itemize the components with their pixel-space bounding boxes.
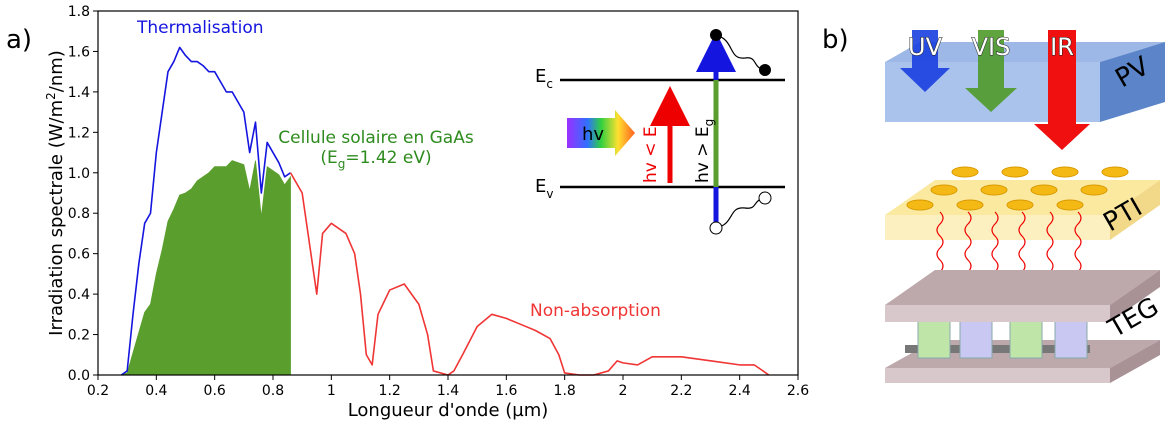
ec-part: E <box>535 66 546 87</box>
x-tick-label: 1.4 <box>437 383 459 399</box>
series-label: Non-absorption <box>530 301 661 321</box>
panel-label: a) <box>6 25 32 55</box>
y-label-sup: 2 <box>44 92 58 100</box>
gap-sub: g <box>338 157 346 171</box>
ec-sub: c <box>546 77 553 91</box>
vis-arrow <box>965 30 1017 112</box>
plot <box>120 46 770 376</box>
below-part: hv < E <box>641 126 661 183</box>
area <box>121 160 291 376</box>
pti-side <box>1110 180 1160 240</box>
hole <box>709 221 723 235</box>
ev-sub: v <box>546 187 553 201</box>
x-tick-label: 0.6 <box>204 383 226 399</box>
y-tick-label: 0.0 <box>68 368 90 384</box>
above-part: hv > E <box>693 126 713 183</box>
gap-part: =1.42 eV) <box>345 148 431 168</box>
photon-arrow <box>567 110 635 156</box>
device-diagram: PV UV VIS IR PTI <box>885 30 1165 383</box>
ir-arrow <box>1034 30 1090 150</box>
heat-waves <box>936 211 1082 290</box>
teg-top-top <box>885 270 1160 305</box>
relaxation <box>715 34 766 71</box>
teg-top-front <box>885 305 1110 322</box>
relaxation <box>715 197 766 229</box>
teg-legs <box>905 319 1090 359</box>
pv-top <box>885 42 1165 62</box>
y-tick-label: 0.4 <box>68 287 90 303</box>
ir-label: IR <box>1050 33 1074 61</box>
y-label-part: Irradiation spectrale (W/m <box>46 100 67 336</box>
ec-label: Ec <box>535 66 553 91</box>
panel-label: b) <box>822 25 849 55</box>
y-tick-label: 1.8 <box>68 4 90 20</box>
above-gap-label: hv > Eg <box>693 119 716 183</box>
x-tick-label: 2.6 <box>787 383 809 399</box>
gap-annotation: (Eg=1.42 eV) <box>320 148 431 171</box>
ev-part: E <box>535 176 546 197</box>
x-axis-label: Longueur d'onde (µm) <box>348 400 549 421</box>
y-tick-label: 0.6 <box>68 247 90 263</box>
y-tick-label: 1.2 <box>68 125 90 141</box>
below-sub: g <box>650 119 664 127</box>
nano-discs <box>906 166 1129 211</box>
y-tick-label: 1.4 <box>68 85 90 101</box>
electron <box>759 64 771 76</box>
series-label: Cellule solaire en GaAs <box>278 128 474 148</box>
photon-label: hv <box>582 124 604 145</box>
electron <box>710 29 722 41</box>
teg-bottom-front <box>885 368 1110 383</box>
x-tick-label: 0.8 <box>262 383 284 399</box>
uv-label: UV <box>908 33 943 61</box>
teg-top-side <box>1110 270 1160 322</box>
x-tick-label: 1.6 <box>495 383 517 399</box>
x-tick-label: 1 <box>327 383 336 399</box>
x-tick-label: 2 <box>619 383 628 399</box>
y-tick-label: 0.2 <box>68 328 90 344</box>
y-tick-label: 0.8 <box>68 206 90 222</box>
hole <box>758 191 772 205</box>
x-tick-label: 0.2 <box>87 383 109 399</box>
uv-arrow <box>900 30 950 92</box>
y-tick-label: 1.0 <box>68 166 90 182</box>
above-sub: g <box>702 119 716 127</box>
series-label: Thermalisation <box>136 18 264 38</box>
ev-label: Ev <box>535 176 553 201</box>
y-label-part: /nm) <box>46 50 67 92</box>
y-axis-label: Irradiation spectrale (W/m2/nm) <box>44 50 67 336</box>
gap-part: (E <box>320 148 337 168</box>
x-tick-label: 2.4 <box>729 383 751 399</box>
teg-bottom-side <box>1110 340 1160 383</box>
x-tick-label: 1.2 <box>379 383 401 399</box>
below-gap-label: hv < Eg <box>641 119 664 183</box>
y-tick-label: 1.6 <box>68 44 90 60</box>
x-tick-label: 0.4 <box>145 383 167 399</box>
pti-front <box>885 215 1110 240</box>
pv-side <box>1100 42 1165 122</box>
line <box>289 172 770 376</box>
x-tick-label: 2.2 <box>670 383 692 399</box>
x-tick-label: 1.8 <box>554 383 576 399</box>
band-diagram: Ec Ev hv hv < Eg hv > Eg <box>535 29 785 235</box>
vis-label: VIS <box>972 33 1011 61</box>
line <box>120 46 291 376</box>
